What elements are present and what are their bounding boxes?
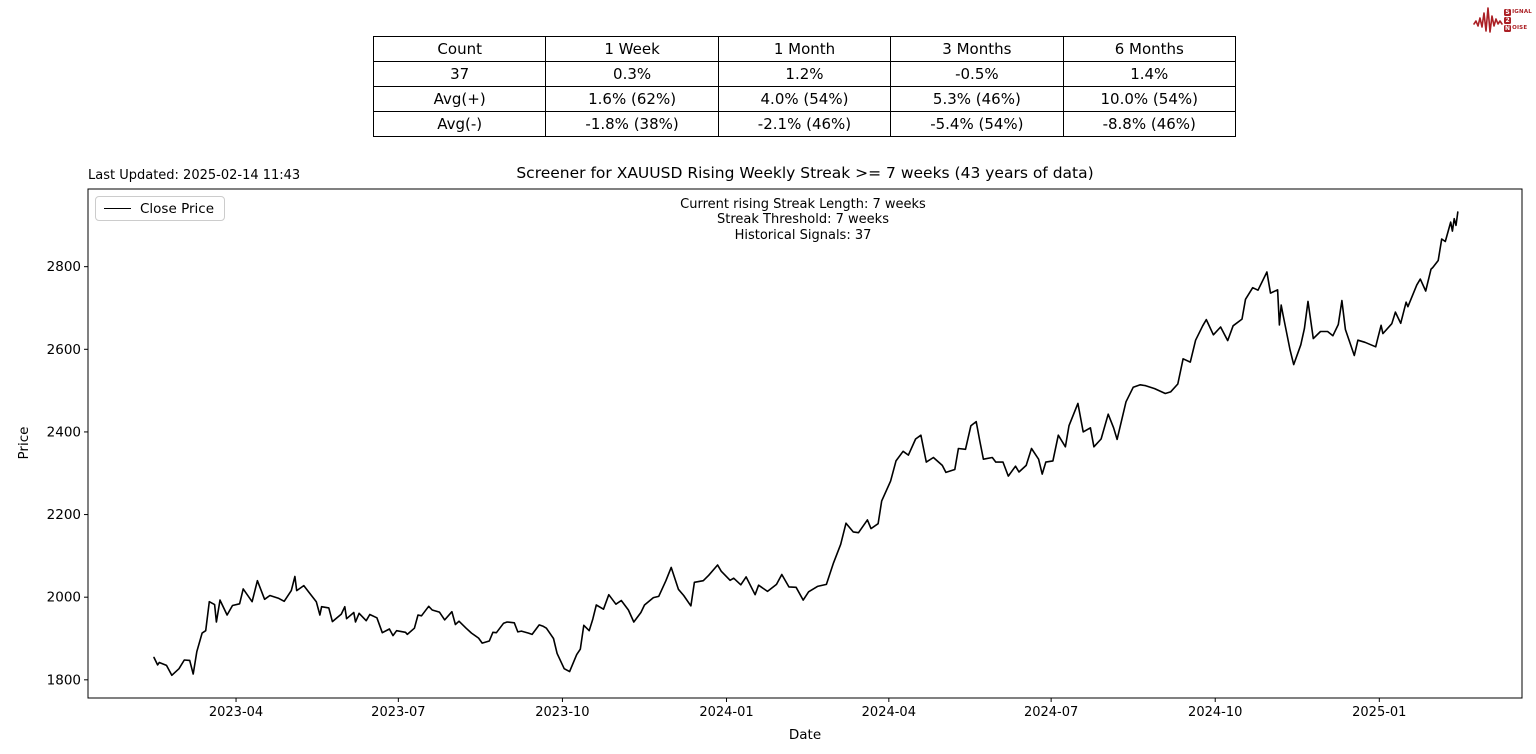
- table-cell: -1.8% (38%): [545, 111, 719, 137]
- y-tick-label: 2000: [47, 590, 81, 606]
- y-tick-label: 1800: [47, 672, 81, 688]
- legend: Close Price: [95, 196, 225, 221]
- table-row: Avg(+) 1.6% (62%) 4.0% (54%) 5.3% (46%) …: [372, 86, 1236, 112]
- table-header-cell: 1 Month: [717, 36, 892, 62]
- annotation-current-streak: Current rising Streak Length: 7 weeks: [680, 197, 926, 212]
- table-header-cell: 1 Week: [545, 36, 719, 62]
- table-header-cell: 3 Months: [890, 36, 1064, 62]
- table-cell: 0.3%: [545, 61, 719, 87]
- legend-label: Close Price: [140, 200, 214, 217]
- logo-letter-2: 2: [1504, 16, 1512, 24]
- y-tick-label: 2400: [47, 424, 81, 440]
- brand-logo: S IGNAL 2 N OISE: [1473, 5, 1532, 35]
- last-updated-text: Last Updated: 2025-02-14 11:43: [88, 168, 301, 183]
- x-axis-label: Date: [788, 727, 822, 743]
- plot-border: [87, 188, 1523, 699]
- logo-number-two: 2: [1504, 16, 1532, 24]
- logo-letter-n: N: [1504, 24, 1512, 32]
- table-cell: 4.0% (54%): [717, 86, 892, 112]
- table-row: 37 0.3% 1.2% -0.5% 1.4%: [372, 61, 1236, 87]
- annotation-threshold: Streak Threshold: 7 weeks: [717, 212, 889, 228]
- x-tick-label: 2023-04: [209, 705, 263, 720]
- y-tick-label: 2200: [47, 507, 81, 523]
- ecg-waveform-icon: [1473, 7, 1503, 33]
- x-tick-label: 2025-01: [1352, 705, 1406, 720]
- table-cell: 1.4%: [1062, 61, 1236, 87]
- table-cell: 1.6% (62%): [545, 86, 719, 112]
- table-cell: -0.5%: [890, 61, 1064, 87]
- table-header-row: Count 1 Week 1 Month 3 Months 6 Months: [372, 36, 1236, 62]
- logo-text: S IGNAL 2 N OISE: [1504, 8, 1532, 32]
- y-tick-label: 2800: [47, 259, 81, 275]
- table-cell: 37: [372, 61, 547, 87]
- legend-line-sample: [104, 208, 131, 209]
- x-tick-label: 2024-07: [1024, 705, 1078, 720]
- table-cell: Avg(+): [372, 86, 547, 112]
- table-cell: -2.1% (46%): [717, 111, 892, 137]
- table-cell: 10.0% (54%): [1062, 86, 1236, 112]
- table-cell: 1.2%: [717, 61, 892, 87]
- table-cell: Avg(-): [372, 111, 547, 137]
- table-row: Avg(-) -1.8% (38%) -2.1% (46%) -5.4% (54…: [372, 111, 1236, 137]
- x-tick-label: 2023-10: [535, 705, 589, 720]
- logo-word-noise-rest: OISE: [1512, 25, 1528, 31]
- y-axis-label: Price: [16, 426, 32, 460]
- table-header-cell: 6 Months: [1062, 36, 1236, 62]
- annotation-signals: Historical Signals: 37: [734, 227, 872, 243]
- x-tick-label: 2024-04: [862, 705, 916, 720]
- table-header-cell: Count: [372, 36, 547, 62]
- x-tick-label: 2024-01: [699, 705, 753, 720]
- logo-word-noise: N OISE: [1504, 24, 1532, 32]
- annotation-block: Current rising Streak Length: 7 weeks St…: [680, 197, 926, 243]
- y-tick-label: 2600: [47, 342, 81, 358]
- logo-letter-s: S: [1504, 8, 1512, 16]
- table-cell: -8.8% (46%): [1062, 111, 1236, 137]
- logo-word-signal: S IGNAL: [1504, 8, 1532, 16]
- table-cell: -5.4% (54%): [890, 111, 1064, 137]
- stats-table: Count 1 Week 1 Month 3 Months 6 Months 3…: [372, 36, 1236, 137]
- logo-word-signal-rest: IGNAL: [1512, 9, 1532, 15]
- table-cell: 5.3% (46%): [890, 86, 1064, 112]
- close-price-line: [153, 211, 1459, 677]
- x-tick-label: 2024-10: [1188, 705, 1242, 720]
- x-tick-label: 2023-07: [371, 705, 425, 720]
- chart-title: Screener for XAUUSD Rising Weekly Streak…: [516, 164, 1094, 182]
